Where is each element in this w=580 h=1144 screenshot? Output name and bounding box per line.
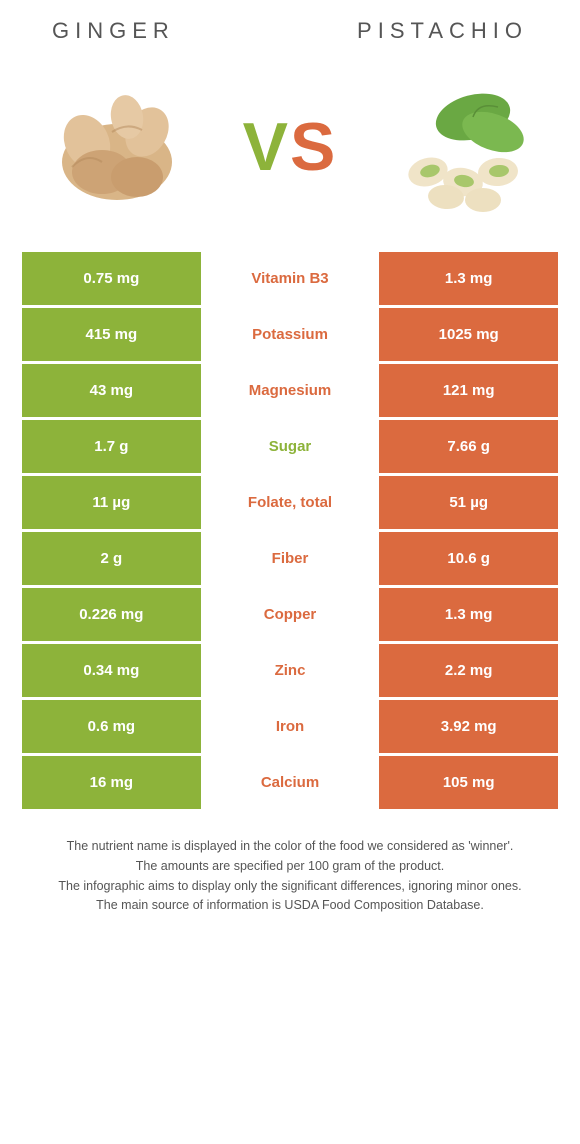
- infographic-container: GINGER PISTACHIO V S: [0, 0, 580, 936]
- table-row: 0.226 mgCopper1.3 mg: [22, 588, 558, 641]
- table-row: 415 mgPotassium1025 mg: [22, 308, 558, 361]
- nutrient-label: Copper: [201, 588, 380, 641]
- nutrient-table: 0.75 mgVitamin B31.3 mg415 mgPotassium10…: [22, 252, 558, 809]
- left-value: 0.34 mg: [22, 644, 201, 697]
- nutrient-label: Vitamin B3: [201, 252, 380, 305]
- nutrient-label: Magnesium: [201, 364, 380, 417]
- vs-s: S: [290, 108, 337, 186]
- nutrient-label: Zinc: [201, 644, 380, 697]
- right-value: 105 mg: [379, 756, 558, 809]
- ginger-image: [32, 72, 202, 222]
- vs-v: V: [243, 108, 290, 186]
- images-row: V S: [22, 72, 558, 222]
- left-value: 11 µg: [22, 476, 201, 529]
- left-value: 16 mg: [22, 756, 201, 809]
- right-value: 1025 mg: [379, 308, 558, 361]
- nutrient-label: Potassium: [201, 308, 380, 361]
- table-row: 11 µgFolate, total51 µg: [22, 476, 558, 529]
- nutrient-label: Sugar: [201, 420, 380, 473]
- footnote-line: The amounts are specified per 100 gram o…: [28, 857, 552, 876]
- right-value: 10.6 g: [379, 532, 558, 585]
- nutrient-label: Calcium: [201, 756, 380, 809]
- table-row: 0.6 mgIron3.92 mg: [22, 700, 558, 753]
- right-value: 2.2 mg: [379, 644, 558, 697]
- footnotes: The nutrient name is displayed in the co…: [22, 837, 558, 916]
- right-value: 1.3 mg: [379, 252, 558, 305]
- table-row: 16 mgCalcium105 mg: [22, 756, 558, 809]
- nutrient-label: Folate, total: [201, 476, 380, 529]
- footnote-line: The nutrient name is displayed in the co…: [28, 837, 552, 856]
- right-value: 121 mg: [379, 364, 558, 417]
- right-value: 3.92 mg: [379, 700, 558, 753]
- left-value: 0.75 mg: [22, 252, 201, 305]
- left-value: 2 g: [22, 532, 201, 585]
- table-row: 43 mgMagnesium121 mg: [22, 364, 558, 417]
- left-value: 0.6 mg: [22, 700, 201, 753]
- footnote-line: The main source of information is USDA F…: [28, 896, 552, 915]
- nutrient-label: Fiber: [201, 532, 380, 585]
- table-row: 0.34 mgZinc2.2 mg: [22, 644, 558, 697]
- right-value: 51 µg: [379, 476, 558, 529]
- table-row: 1.7 gSugar7.66 g: [22, 420, 558, 473]
- titles-row: GINGER PISTACHIO: [22, 18, 558, 44]
- left-food-title: GINGER: [52, 18, 175, 44]
- right-value: 7.66 g: [379, 420, 558, 473]
- left-value: 415 mg: [22, 308, 201, 361]
- table-row: 2 gFiber10.6 g: [22, 532, 558, 585]
- footnote-line: The infographic aims to display only the…: [28, 877, 552, 896]
- nutrient-label: Iron: [201, 700, 380, 753]
- pistachio-image: [378, 72, 548, 222]
- left-value: 43 mg: [22, 364, 201, 417]
- table-row: 0.75 mgVitamin B31.3 mg: [22, 252, 558, 305]
- left-value: 1.7 g: [22, 420, 201, 473]
- left-value: 0.226 mg: [22, 588, 201, 641]
- right-value: 1.3 mg: [379, 588, 558, 641]
- vs-label: V S: [243, 108, 338, 186]
- right-food-title: PISTACHIO: [357, 18, 528, 44]
